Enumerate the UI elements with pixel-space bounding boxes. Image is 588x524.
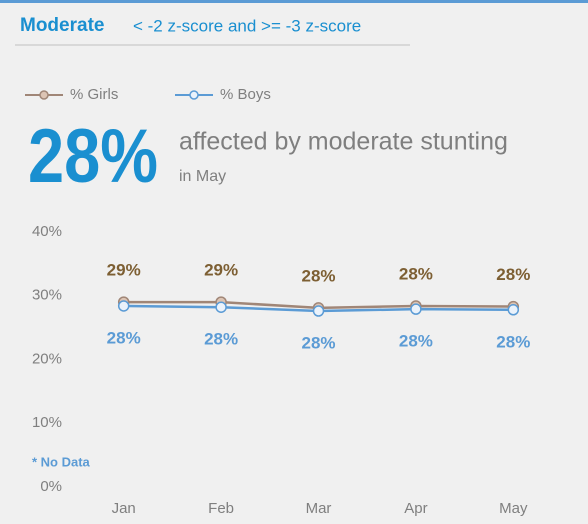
point [410,303,422,315]
legend-marker [189,90,199,100]
x-tick-label: May [499,500,528,517]
y-tick-label: 40% [32,223,62,240]
point [117,300,130,312]
value-label: 28% [496,332,530,351]
y-tick-label: 20% [32,350,62,367]
value-label: 29% [204,261,238,280]
legend-label: % Girls [70,86,118,103]
x-tick-label: Jan [112,500,136,517]
value-label: 28% [399,264,433,283]
legend-marker [39,90,49,100]
value-label: 28% [301,266,335,285]
y-tick-label: 10% [32,414,62,431]
note: * No Data [32,454,91,469]
legend-label: % Boys [220,86,271,103]
value-label: 28% [496,265,530,284]
point [507,304,520,316]
value-label: 29% [107,261,141,280]
x-tick-label: Feb [208,500,234,517]
x-tick-label: Apr [404,500,427,517]
headline-text: affected by moderate stunting [179,128,508,156]
top-border [0,0,588,3]
y-tick-label: 0% [40,478,62,495]
point [312,305,325,317]
value-label: 28% [204,330,238,349]
headline-sub: in May [179,168,226,185]
subtitle: < -2 z-score and >= -3 z-score [133,16,361,35]
point [215,301,227,313]
y-tick-label: 30% [32,287,62,304]
title: Moderate [20,15,104,36]
value-label: 28% [399,332,433,351]
value-label: 28% [301,334,335,353]
value-label: 28% [107,328,141,347]
x-tick-label: Mar [306,500,332,517]
headline: 28% [28,114,158,199]
